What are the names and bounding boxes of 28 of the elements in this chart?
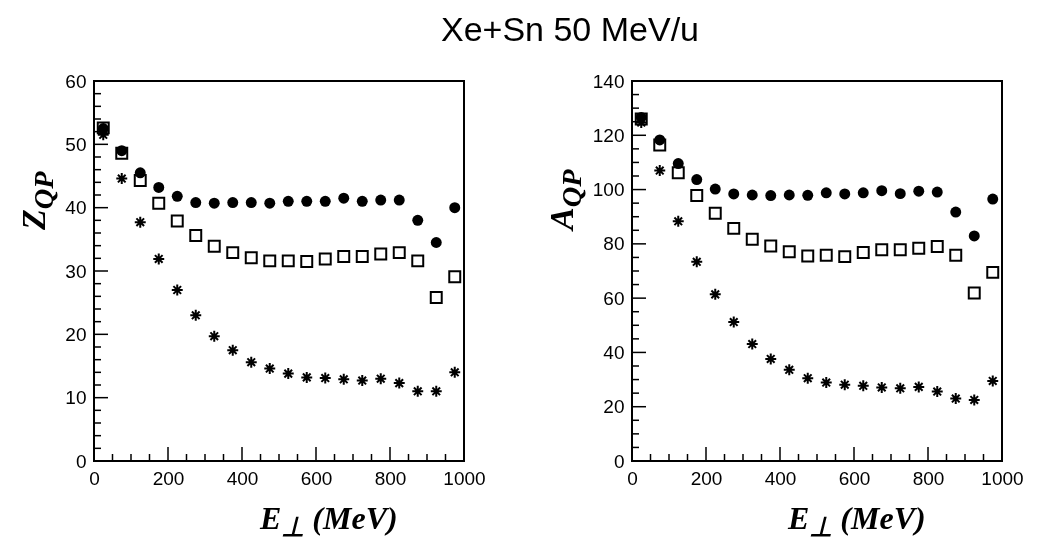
y-tick-label: 0 [613,450,625,472]
x-axis-title: E$_{⊥}$ (MeV) [260,500,398,544]
y-tick-label: 20 [603,396,625,418]
y-tick-label: 20 [65,323,87,345]
x-tick-label: 400 [226,467,259,489]
x-tick-label: 600 [300,467,333,489]
y-tick-label: 30 [65,260,87,282]
y-tick-label: 140 [592,70,625,92]
x-tick-label: 1000 [981,467,1024,489]
y-tick-label: 60 [65,70,87,92]
y-tick-label: 0 [75,450,87,472]
x-tick-label: 200 [152,467,185,489]
x-axis-title: E$_{⊥}$ (MeV) [788,500,926,544]
x-tick-label: 800 [374,467,407,489]
y-tick-label: 100 [592,179,625,201]
y-tick-label: 40 [65,197,87,219]
x-tick-label: 800 [912,467,945,489]
y-tick-label: 50 [65,133,87,155]
y-tick-label: 120 [592,124,625,146]
x-tick-label: 200 [690,467,723,489]
y-tick-label: 40 [603,341,625,363]
y-tick-label: 60 [603,287,625,309]
y-tick-label: 80 [603,233,625,255]
x-tick-label: 600 [838,467,871,489]
x-tick-label: 1000 [443,467,486,489]
y-tick-label: 10 [65,387,87,409]
text: Xe+Sn 50 MeV/u [440,10,700,49]
x-tick-label: 400 [764,467,797,489]
